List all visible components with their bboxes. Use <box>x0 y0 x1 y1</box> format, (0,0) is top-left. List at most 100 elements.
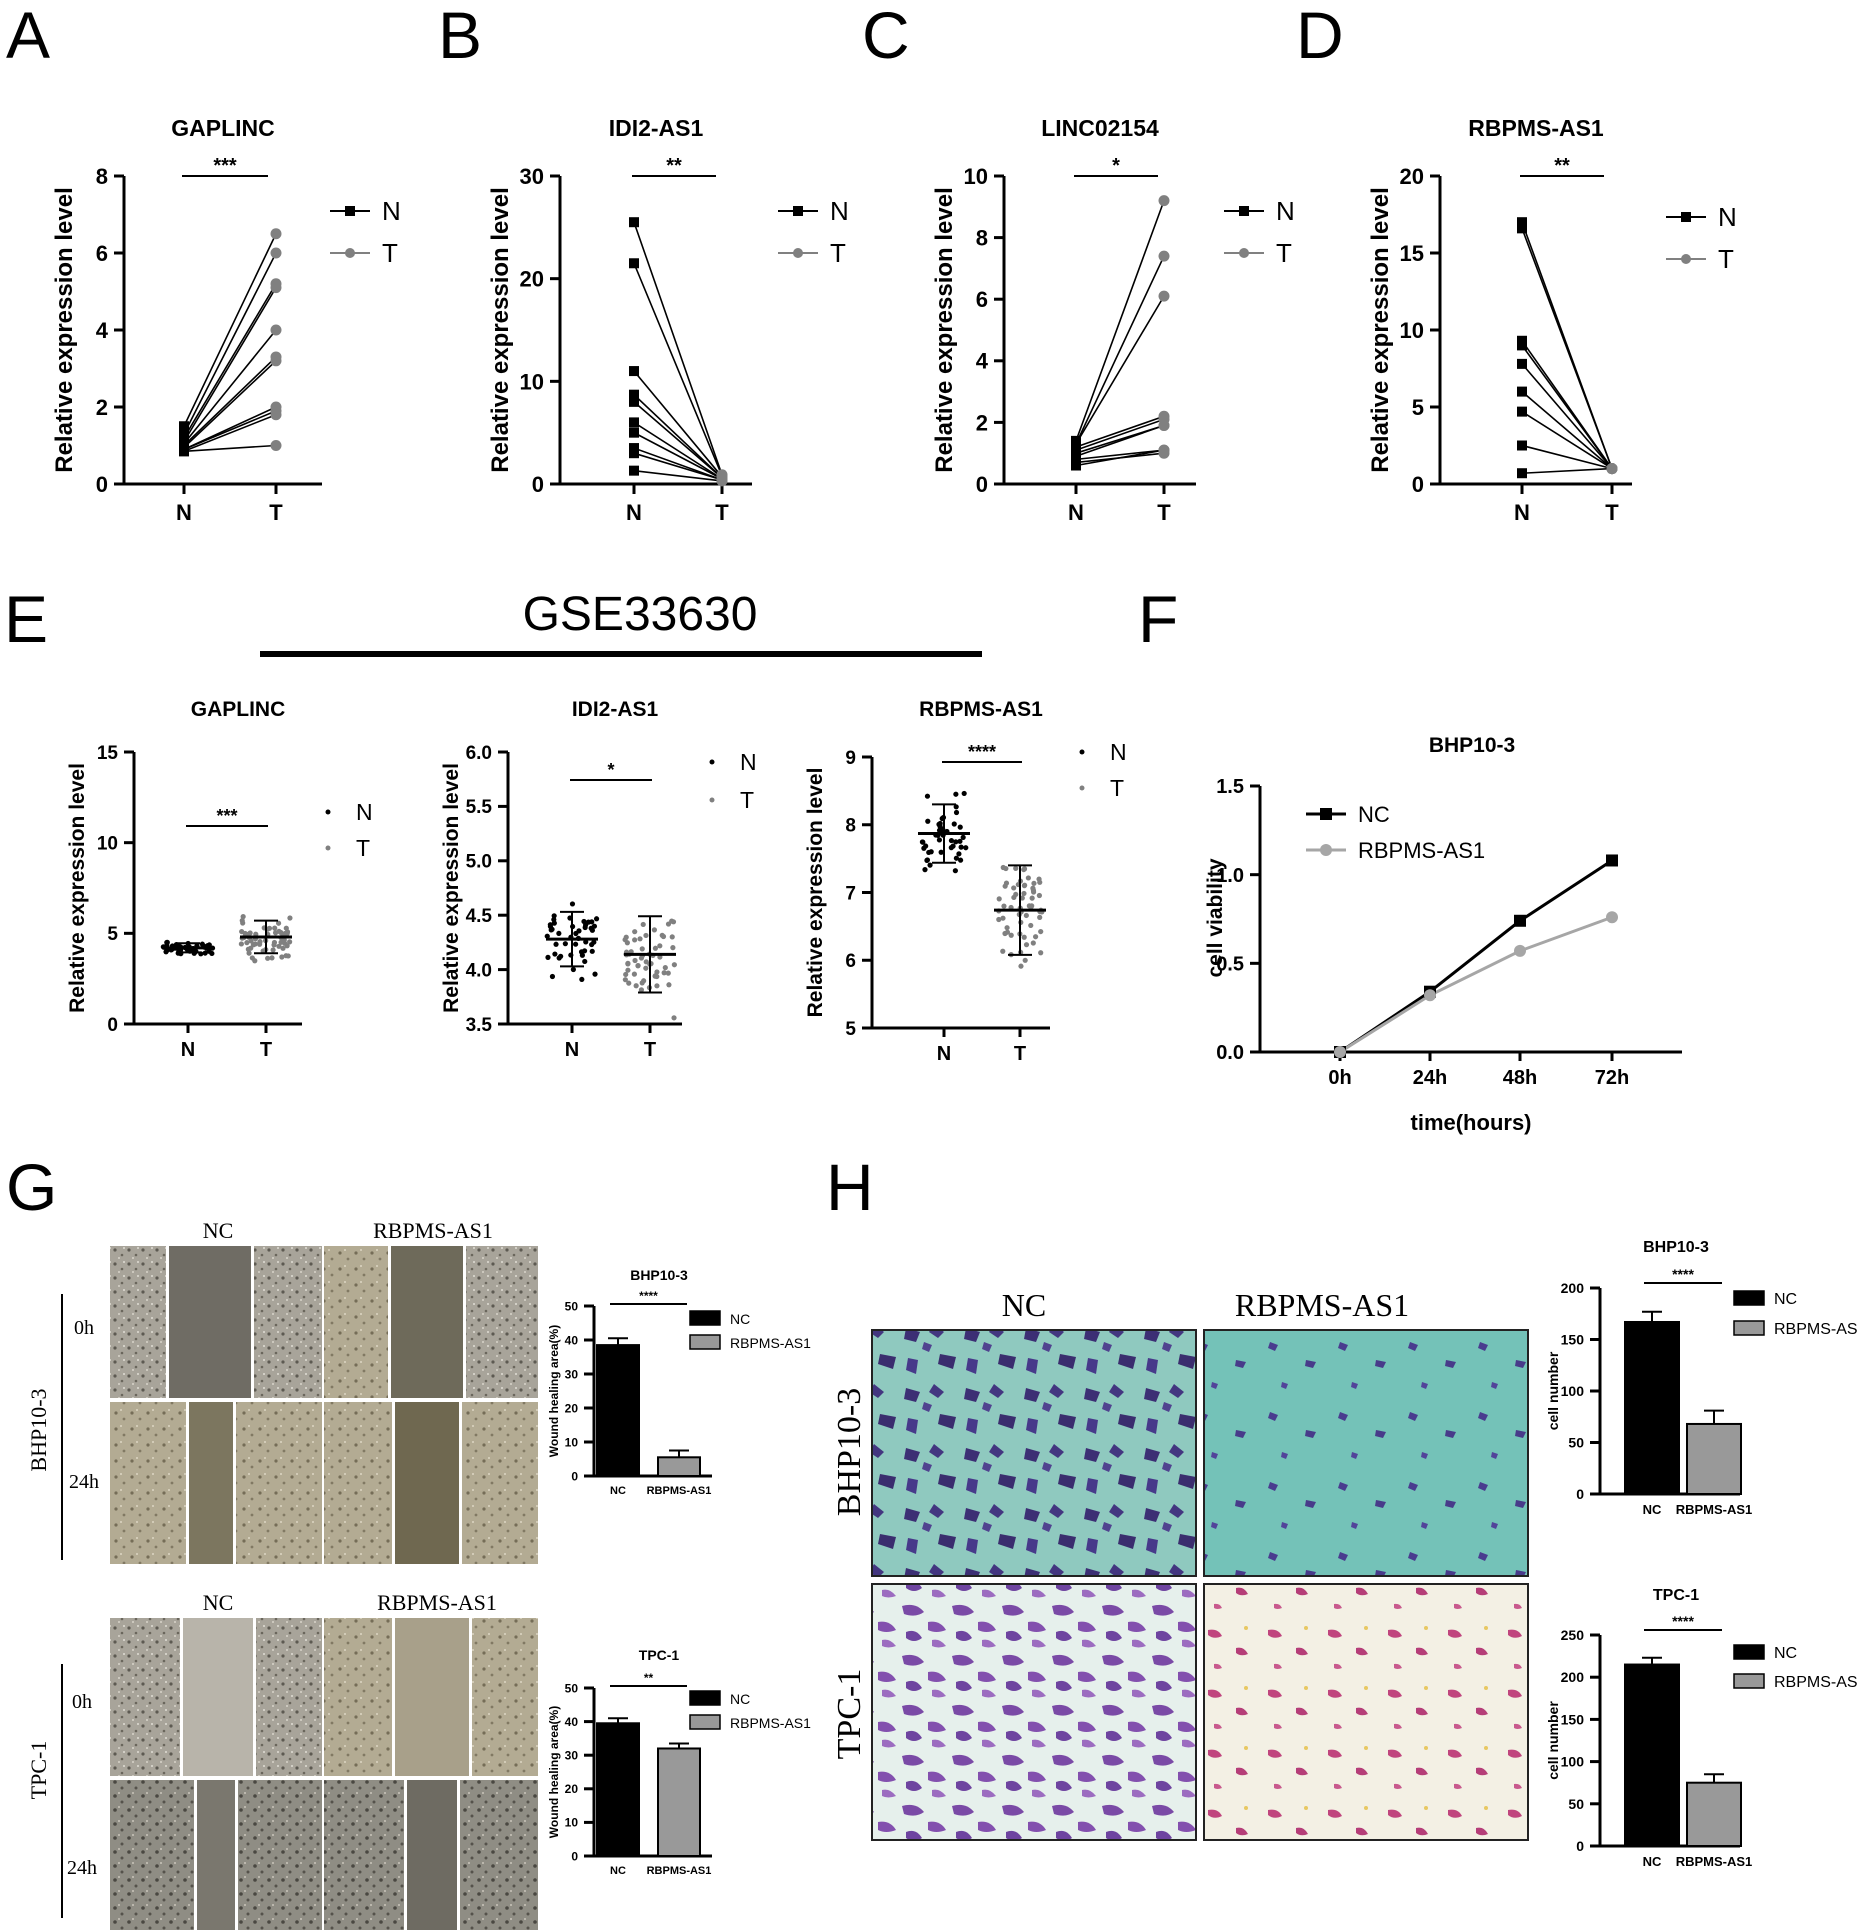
A-y-tick-label: 0 <box>96 472 108 497</box>
E3-point-n <box>957 824 963 830</box>
B-pair-line <box>633 221 723 476</box>
E3-point-t <box>1019 895 1025 901</box>
G1-bar-nc <box>596 1344 640 1477</box>
A-pair-line <box>183 410 277 451</box>
E3-point-n <box>958 857 964 863</box>
E3-point-t <box>1003 865 1009 872</box>
C-pair-line <box>1075 200 1165 442</box>
g-bottom-24h-nc-right <box>238 1780 322 1930</box>
E2-point-t <box>632 957 638 964</box>
C-y-tick-label: 8 <box>976 226 988 251</box>
E2-point-t <box>625 961 631 967</box>
E3-point-n <box>925 818 931 824</box>
D-legend-n-label: N <box>1718 202 1737 232</box>
E2-point-t <box>643 965 649 971</box>
H1-y-tick-label: 50 <box>1568 1435 1584 1451</box>
E3-point-n <box>952 868 958 874</box>
F-x-tick-label: 24h <box>1413 1067 1447 1089</box>
E3-point-t <box>1030 940 1036 946</box>
E1-point-n <box>163 949 169 955</box>
E3-point-n <box>957 838 963 844</box>
H2-legend-rbpms-swatch <box>1733 1673 1765 1689</box>
h-micrographs: NC RBPMS-AS1 BHP10-3 TPC-1 <box>831 1287 1529 1841</box>
E1-point-t <box>284 943 290 949</box>
E2-y-tick-label: 5.0 <box>466 852 492 873</box>
B-pair-line <box>633 447 723 481</box>
B-y-label: Relative expression level <box>487 187 514 473</box>
h-row-bhp: BHP10-3 <box>831 1388 868 1516</box>
H1-x-tick-label: NC <box>1643 1502 1662 1517</box>
H1-y-tick-label: 0 <box>1576 1486 1584 1502</box>
E3-x-tick-label: N <box>937 1043 951 1065</box>
e-header-title: GSE33630 <box>523 588 758 641</box>
g-bottom-24h-rb-gap <box>407 1780 457 1930</box>
E2-point-n <box>589 927 595 933</box>
E3-legend-n-marker <box>1079 749 1085 755</box>
g-bottom-0h-nc-gap <box>183 1618 253 1776</box>
E3-point-t <box>1021 890 1027 897</box>
C-pair-line <box>1075 255 1165 445</box>
H2-y-label: cell number <box>1545 1701 1561 1780</box>
E3-point-t <box>1000 948 1006 954</box>
g-bottom-24h-rb-right <box>460 1780 538 1930</box>
E3-point-t <box>1013 891 1019 898</box>
g-top-24h-nc-left <box>110 1402 186 1564</box>
E3-point-n <box>960 834 966 840</box>
E2-point-t <box>652 945 659 951</box>
E2-point-t <box>632 937 638 943</box>
B-point-n <box>629 443 639 454</box>
E3-point-n <box>936 837 943 843</box>
E2-point-t <box>639 946 645 952</box>
F-x-tick-label: 72h <box>1595 1067 1629 1089</box>
B-pair-line <box>633 421 723 480</box>
B-point-n <box>629 389 639 400</box>
D-x-tick-label: N <box>1514 500 1530 525</box>
E3-point-t <box>1038 950 1044 956</box>
g-top-0h-rb-left <box>324 1246 388 1398</box>
E3-point-t <box>996 916 1002 923</box>
E2-point-t <box>633 983 639 989</box>
D-point-n <box>1517 406 1527 417</box>
G2-legend-nc-swatch <box>689 1690 721 1706</box>
E2-point-t <box>654 983 660 989</box>
F-point-rbpms <box>1334 1046 1346 1058</box>
E3-point-t <box>1036 892 1042 899</box>
G1-legend-nc-swatch <box>689 1310 721 1326</box>
h-bhp-nc-image <box>871 1329 1197 1577</box>
F-point-rbpms <box>1606 911 1618 924</box>
E2-point-t <box>623 971 629 978</box>
E1-legend-n-marker <box>325 809 331 815</box>
A-pair-line <box>183 360 277 449</box>
g-top-24h-rb-left <box>324 1402 392 1564</box>
F-legend-rbpms-label: RBPMS-AS1 <box>1358 838 1485 863</box>
E2-point-t <box>670 945 676 951</box>
G2-y-tick-label: 20 <box>565 1782 579 1796</box>
C-point-t <box>1158 195 1170 207</box>
g-top-0h-rb-right <box>466 1246 538 1398</box>
G2-y-label: Wound healing area(%) <box>547 1706 561 1838</box>
E3-point-n <box>948 837 955 844</box>
E3-point-t <box>1018 963 1024 969</box>
g-bottom-24h-nc-gap <box>197 1780 235 1930</box>
E3-point-t <box>1022 957 1028 963</box>
H1-x-tick-label: RBPMS-AS1 <box>1676 1502 1753 1517</box>
E2-point-t <box>625 967 631 973</box>
D-point-n <box>1517 386 1527 397</box>
B-legend-n-marker <box>793 206 803 216</box>
G1-sig-label: **** <box>639 1289 658 1303</box>
h-row-tpc: TPC-1 <box>831 1669 868 1760</box>
H1-title: BHP10-3 <box>1643 1239 1709 1256</box>
C-legend-n-marker <box>1239 206 1249 216</box>
E3-point-t <box>1031 880 1037 886</box>
A-y-tick-label: 2 <box>96 395 108 420</box>
g-top-side-label: BHP10-3 <box>26 1388 51 1471</box>
B-point-n <box>629 465 639 476</box>
E2-point-t <box>637 936 643 942</box>
A-pair-line <box>183 252 277 435</box>
E2-point-n <box>553 941 559 947</box>
panel-label-B: B <box>438 0 482 72</box>
A-point-t <box>270 228 282 240</box>
E1-point-t <box>272 930 279 936</box>
